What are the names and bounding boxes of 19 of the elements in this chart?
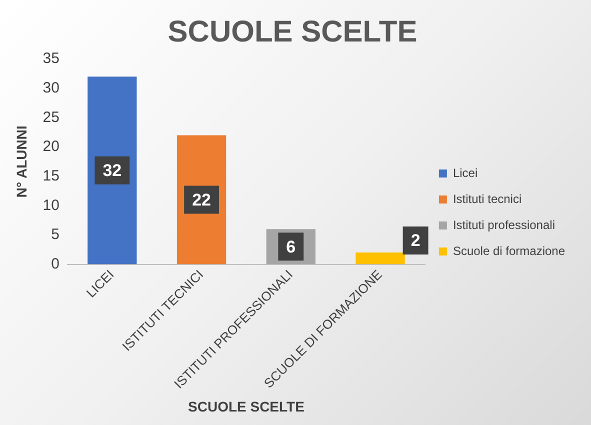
- legend-label: Istituti tecnici: [452, 192, 522, 206]
- data-label: 22: [192, 190, 211, 210]
- data-label: 6: [286, 237, 296, 256]
- y-axis-title: N° ALUNNI: [13, 126, 30, 198]
- x-axis-title: SCUOLE SCELTE: [188, 398, 304, 414]
- y-tick-label: 20: [42, 138, 60, 156]
- y-tick-label: 0: [51, 255, 60, 272]
- y-tick-label: 15: [42, 167, 60, 184]
- y-tick-label: 30: [42, 79, 60, 96]
- y-tick-label: 10: [42, 196, 60, 214]
- y-tick-label: 35: [42, 50, 60, 68]
- legend-label: Istituti professionali: [452, 218, 555, 232]
- chart-title: SCUOLE SCELTE: [168, 15, 418, 48]
- y-tick-label: 5: [51, 226, 60, 244]
- legend-label: Scuole di formazione: [452, 244, 566, 258]
- data-label: 32: [102, 161, 122, 180]
- y-tick-label: 25: [42, 108, 60, 126]
- data-label: 2: [410, 231, 420, 250]
- legend-label: Licei: [452, 166, 478, 180]
